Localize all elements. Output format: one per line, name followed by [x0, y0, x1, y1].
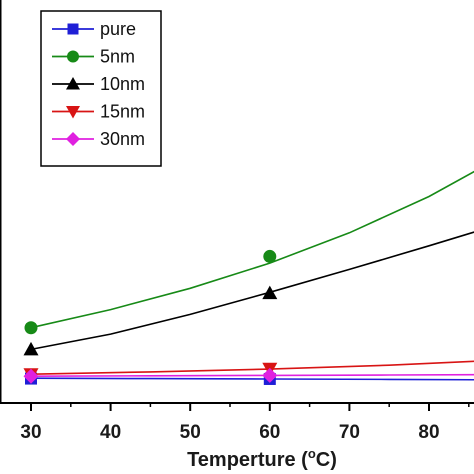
x-axis-title: Temperture (oC) — [187, 446, 337, 471]
marker-triangle-up — [262, 285, 278, 300]
series-line-15nm — [30, 360, 474, 375]
x-axis-title-unit: C) — [316, 449, 337, 471]
legend-label: 10nm — [100, 74, 145, 94]
legend-box — [40, 10, 162, 167]
marker-circle — [263, 249, 277, 263]
marker-circle — [24, 321, 38, 335]
series-line-30nm — [30, 373, 474, 377]
legend-label: 30nm — [100, 129, 145, 149]
legend-label: 5nm — [100, 47, 135, 67]
x-tick-label: 60 — [259, 422, 280, 443]
x-axis-title-degree: o — [308, 446, 316, 461]
x-tick-label: 70 — [339, 422, 360, 443]
marker-diamond — [23, 368, 39, 384]
marker-triangle-up — [23, 341, 39, 356]
x-tick-label: 50 — [180, 422, 201, 443]
marker-diamond — [262, 367, 278, 383]
series-5nm — [24, 170, 474, 335]
marker-square — [67, 23, 79, 35]
marker-circle — [67, 50, 79, 63]
series-line-pure — [30, 377, 474, 381]
marker-triangle-down — [66, 106, 80, 119]
x-tick-label: 40 — [100, 422, 121, 443]
series-10nm — [23, 231, 474, 356]
x-tick-label: 30 — [20, 422, 41, 443]
legend-label: pure — [100, 19, 136, 39]
series-30nm — [23, 367, 474, 384]
x-axis-title-main: Temperture ( — [187, 449, 308, 471]
series-line-10nm — [30, 231, 474, 351]
plot-area — [23, 170, 474, 385]
x-tick-label: 80 — [418, 422, 439, 443]
series-line-5nm — [30, 170, 474, 329]
legend-label: 15nm — [100, 102, 145, 122]
legend: pure 5nm 10nm 15nm 30nm — [40, 10, 162, 167]
x-ticks: 30 40 50 60 70 80 — [20, 403, 470, 443]
marker-triangle-up — [66, 77, 80, 90]
marker-diamond — [66, 132, 80, 146]
